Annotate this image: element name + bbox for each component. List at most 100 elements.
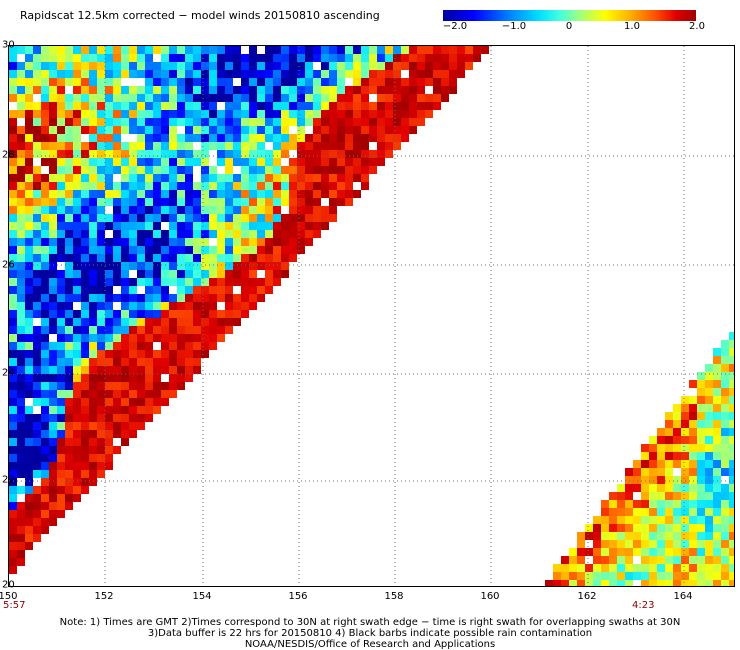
data-cell: [585, 572, 593, 580]
data-cell: [233, 102, 241, 110]
data-cell: [105, 398, 113, 406]
data-cell: [177, 246, 185, 254]
data-cell: [233, 150, 241, 158]
data-cell: [313, 70, 321, 78]
data-cell: [225, 150, 233, 158]
data-cell: [41, 174, 49, 182]
data-cell: [49, 406, 57, 414]
data-cell: [209, 254, 217, 262]
data-cell: [233, 206, 241, 214]
data-cell: [265, 166, 273, 174]
data-cell: [441, 94, 449, 102]
data-cell: [9, 110, 17, 118]
data-cell: [249, 62, 257, 70]
data-cell: [49, 414, 57, 422]
data-cell: [209, 278, 217, 286]
data-cell: [17, 190, 25, 198]
data-cell: [345, 166, 353, 174]
data-cell: [129, 238, 137, 246]
data-cell: [121, 406, 129, 414]
data-cell: [433, 78, 441, 86]
data-cell: [385, 102, 393, 110]
data-cell: [577, 532, 585, 540]
data-cell: [201, 70, 209, 78]
data-cell: [361, 94, 369, 102]
data-cell: [97, 390, 105, 398]
data-cell: [129, 310, 137, 318]
data-cell: [137, 350, 145, 358]
data-cell: [57, 366, 65, 374]
data-cell: [33, 278, 41, 286]
data-cell: [161, 198, 169, 206]
data-cell: [177, 142, 185, 150]
data-cell: [73, 222, 81, 230]
data-cell: [17, 446, 25, 454]
data-cell: [113, 422, 121, 430]
data-cell: [81, 46, 89, 54]
data-cell: [217, 270, 225, 278]
data-cell: [129, 198, 137, 206]
data-cell: [249, 302, 257, 310]
data-cell: [185, 342, 193, 350]
data-cell: [249, 158, 257, 166]
data-cell: [113, 118, 121, 126]
data-cell: [329, 102, 337, 110]
data-cell: [121, 46, 129, 54]
data-cell: [65, 62, 73, 70]
data-cell: [153, 294, 161, 302]
data-cell: [41, 398, 49, 406]
data-cell: [649, 508, 657, 516]
data-cell: [641, 452, 649, 460]
data-cell: [33, 286, 41, 294]
data-cell: [361, 174, 369, 182]
data-cell: [689, 468, 697, 476]
data-cell: [209, 302, 217, 310]
swath-end-time: 4:23: [632, 600, 655, 611]
data-cell: [265, 182, 273, 190]
data-cell: [57, 270, 65, 278]
data-cell: [161, 342, 169, 350]
data-cell: [361, 110, 369, 118]
data-cell: [49, 294, 57, 302]
data-cell: [17, 294, 25, 302]
data-cell: [649, 580, 657, 586]
data-cell: [257, 254, 265, 262]
data-cell: [233, 230, 241, 238]
data-cell: [177, 78, 185, 86]
data-cell: [25, 206, 33, 214]
data-cell: [105, 118, 113, 126]
data-cell: [353, 102, 361, 110]
data-cell: [49, 102, 57, 110]
data-cell: [9, 134, 17, 142]
data-cell: [201, 262, 209, 270]
data-cell: [209, 86, 217, 94]
data-cell: [177, 238, 185, 246]
data-cell: [457, 54, 465, 62]
data-cell: [273, 206, 281, 214]
data-cell: [17, 222, 25, 230]
data-cell: [729, 420, 734, 428]
data-cell: [89, 286, 97, 294]
data-cell: [729, 396, 734, 404]
data-cell: [153, 310, 161, 318]
data-cell: [113, 414, 121, 422]
note-line-1: Note: 1) Times are GMT 2)Times correspon…: [59, 617, 681, 628]
data-cell: [313, 182, 321, 190]
data-cell: [33, 342, 41, 350]
data-cell: [385, 78, 393, 86]
data-cell: [89, 206, 97, 214]
data-cell: [153, 102, 161, 110]
data-cell: [233, 182, 241, 190]
data-cell: [185, 94, 193, 102]
data-cell: [593, 548, 601, 556]
data-cell: [105, 302, 113, 310]
data-cell: [65, 382, 73, 390]
data-cell: [153, 238, 161, 246]
data-cell: [241, 182, 249, 190]
data-cell: [65, 358, 73, 366]
data-cell: [129, 390, 137, 398]
data-cell: [345, 142, 353, 150]
data-cell: [81, 270, 89, 278]
data-cell: [641, 484, 649, 492]
data-cell: [241, 270, 249, 278]
